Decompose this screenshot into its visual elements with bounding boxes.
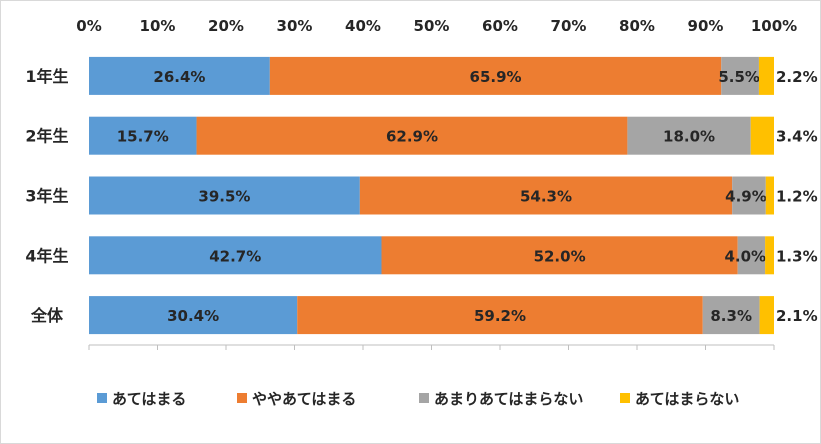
x-tick-label: 60% bbox=[482, 17, 518, 35]
data-label: 2.2% bbox=[776, 68, 818, 86]
bar-segment bbox=[269, 56, 722, 95]
data-label: 5.5% bbox=[718, 68, 760, 86]
data-label: 15.7% bbox=[117, 128, 169, 146]
x-tick-label: 0% bbox=[76, 17, 101, 35]
bar-segment bbox=[89, 296, 298, 335]
category-label: 1年生 bbox=[25, 67, 68, 86]
x-tick-label: 10% bbox=[140, 17, 176, 35]
bar-segment bbox=[737, 236, 766, 275]
category-label: 全体 bbox=[30, 306, 64, 325]
data-label: 1.2% bbox=[776, 188, 818, 206]
data-label: 30.4% bbox=[167, 307, 219, 325]
data-label: 1.3% bbox=[776, 247, 818, 265]
data-label: 54.3% bbox=[520, 188, 572, 206]
x-tick-label: 50% bbox=[414, 17, 450, 35]
category-label: 2年生 bbox=[25, 127, 68, 146]
data-label: 2.1% bbox=[776, 307, 818, 325]
bar-segment bbox=[732, 176, 766, 215]
category-label: 4年生 bbox=[25, 246, 68, 265]
bar-segment bbox=[721, 56, 759, 95]
data-label: 26.4% bbox=[153, 68, 205, 86]
x-tick-label: 40% bbox=[345, 17, 381, 35]
data-label: 3.4% bbox=[776, 128, 818, 146]
x-tick-label: 70% bbox=[551, 17, 587, 35]
legend-swatch bbox=[237, 393, 247, 403]
bar-segment bbox=[89, 236, 382, 275]
legend-label: あてはまらない bbox=[635, 390, 739, 408]
bar-segment bbox=[627, 116, 751, 155]
bar-segment bbox=[89, 176, 360, 215]
category-label: 3年生 bbox=[25, 187, 68, 206]
bar-segment bbox=[381, 236, 738, 275]
x-tick-label: 80% bbox=[619, 17, 655, 35]
data-label: 18.0% bbox=[663, 128, 715, 146]
bar-segment bbox=[359, 176, 733, 215]
legend-label: あてはまる bbox=[112, 390, 186, 408]
x-tick-label: 20% bbox=[208, 17, 244, 35]
data-label: 62.9% bbox=[386, 128, 438, 146]
x-tick-label: 100% bbox=[751, 17, 797, 35]
legend-swatch bbox=[97, 393, 107, 403]
x-tick-label: 90% bbox=[688, 17, 724, 35]
data-label: 39.5% bbox=[198, 188, 250, 206]
legend-label: ややあてはまる bbox=[252, 390, 356, 408]
bar-segment bbox=[759, 296, 774, 335]
data-label: 42.7% bbox=[209, 247, 261, 265]
bar-segment bbox=[750, 116, 774, 155]
legend-label: あまりあてはまらない bbox=[434, 390, 583, 408]
bar-segment bbox=[297, 296, 703, 335]
legend-swatch bbox=[620, 393, 630, 403]
bar-segment bbox=[758, 56, 774, 95]
data-label: 8.3% bbox=[710, 307, 752, 325]
bar-segment bbox=[765, 236, 774, 275]
data-label: 52.0% bbox=[534, 247, 586, 265]
bar-segment bbox=[702, 296, 760, 335]
data-label: 59.2% bbox=[474, 307, 526, 325]
bar-segment bbox=[196, 116, 628, 155]
bar-segment bbox=[765, 176, 774, 215]
x-tick-label: 30% bbox=[277, 17, 313, 35]
data-label: 4.0% bbox=[724, 247, 766, 265]
data-label: 4.9% bbox=[725, 188, 767, 206]
legend-swatch bbox=[419, 393, 429, 403]
bar-segment bbox=[89, 116, 197, 155]
bar-segment bbox=[89, 56, 270, 95]
data-label: 65.9% bbox=[470, 68, 522, 86]
